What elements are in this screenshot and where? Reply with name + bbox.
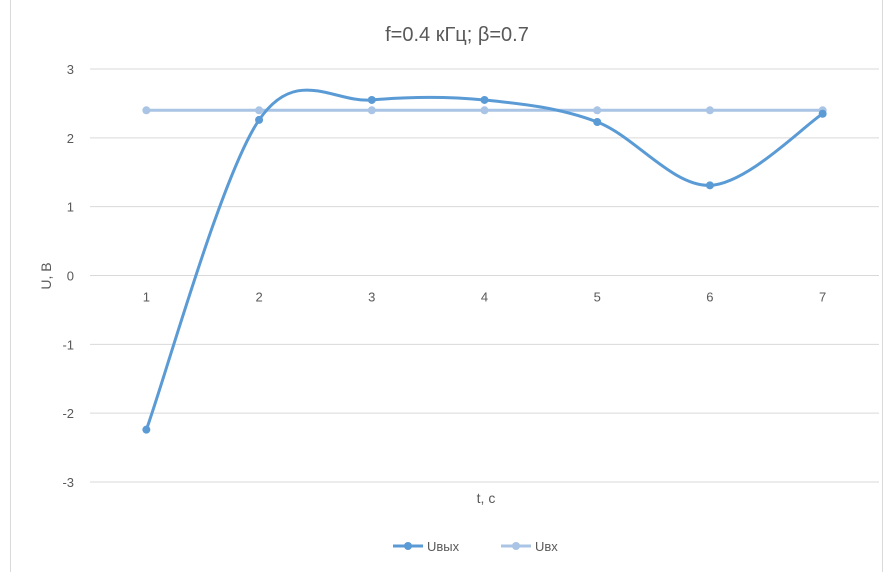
data-point[interactable] bbox=[367, 95, 376, 104]
chart-title: f=0.4 кГц; β=0.7 bbox=[385, 24, 529, 46]
x-tick-label: 2 bbox=[255, 290, 262, 305]
x-axis-ticks: 1 2 3 4 5 6 7 bbox=[143, 290, 827, 305]
data-point[interactable] bbox=[705, 181, 714, 190]
series-u-in[interactable] bbox=[142, 106, 827, 115]
data-point[interactable] bbox=[705, 106, 714, 115]
chart-area[interactable]: 3 2 1 0 -1 -2 -3 1 2 3 4 5 6 7 f=0.4 кГц; β=0.7 t, с… bbox=[11, 0, 882, 572]
data-point[interactable] bbox=[255, 115, 264, 124]
series-line bbox=[144, 88, 825, 432]
data-point[interactable] bbox=[142, 425, 151, 434]
data-point[interactable] bbox=[255, 106, 264, 115]
spreadsheet-row-strip bbox=[0, 0, 11, 572]
line-chart: 3 2 1 0 -1 -2 -3 1 2 3 4 5 6 7 f=0.4 кГц; β=0.7 t, с… bbox=[38, 24, 879, 554]
legend-label: Uвх bbox=[535, 539, 558, 554]
y-tick-label: -2 bbox=[62, 406, 74, 421]
x-tick-label: 7 bbox=[819, 290, 826, 305]
data-point[interactable] bbox=[593, 118, 602, 127]
y-tick-label: -1 bbox=[62, 337, 74, 352]
legend[interactable]: Uвых Uвх bbox=[393, 539, 558, 554]
y-tick-label: -3 bbox=[62, 475, 74, 490]
data-point[interactable] bbox=[480, 106, 489, 115]
x-axis-title: t, с bbox=[477, 490, 496, 506]
x-tick-label: 6 bbox=[706, 290, 713, 305]
series-u-out[interactable] bbox=[142, 88, 827, 434]
legend-entry[interactable]: Uвых bbox=[393, 539, 460, 554]
legend-label: Uвых bbox=[427, 539, 460, 554]
spreadsheet-column-edge bbox=[882, 0, 886, 572]
y-axis-title: U, В bbox=[38, 262, 54, 289]
y-tick-label: 3 bbox=[67, 62, 74, 77]
y-tick-label: 2 bbox=[67, 131, 74, 146]
series-layer bbox=[142, 88, 827, 434]
gridlines bbox=[90, 68, 879, 483]
y-tick-label: 1 bbox=[67, 200, 74, 215]
y-axis-ticks: 3 2 1 0 -1 -2 -3 bbox=[62, 62, 74, 490]
y-tick-label: 0 bbox=[67, 269, 74, 284]
data-point[interactable] bbox=[142, 106, 151, 115]
x-tick-label: 5 bbox=[594, 290, 601, 305]
x-tick-label: 1 bbox=[143, 290, 150, 305]
data-point[interactable] bbox=[480, 95, 489, 104]
legend-swatch-marker bbox=[512, 542, 520, 550]
x-tick-label: 4 bbox=[481, 290, 488, 305]
data-point[interactable] bbox=[367, 106, 376, 115]
data-point[interactable] bbox=[593, 106, 602, 115]
legend-entry[interactable]: Uвх bbox=[501, 539, 558, 554]
data-point[interactable] bbox=[818, 109, 827, 118]
x-tick-label: 3 bbox=[368, 290, 375, 305]
legend-swatch-marker bbox=[404, 542, 412, 550]
